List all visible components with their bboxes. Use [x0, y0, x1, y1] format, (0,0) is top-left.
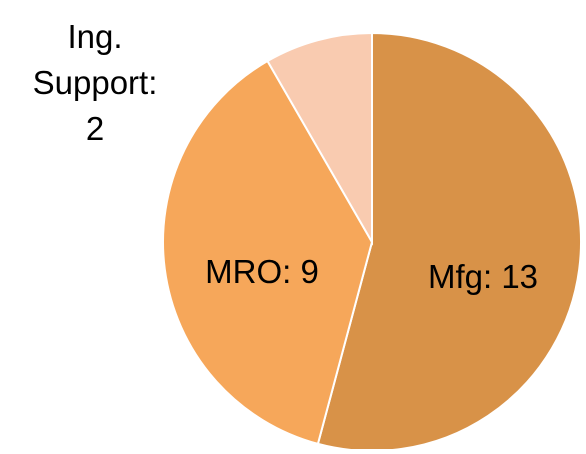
pie-slice-ing-support: [266, 31, 373, 246]
pie-slice-mro: [162, 59, 374, 446]
slice-label-ing-support-line1: Ing.: [67, 18, 122, 55]
slices-layer: [162, 31, 582, 452]
slice-label-mro: MRO: 9: [205, 253, 319, 290]
slice-label-mfg: Mfg: 13: [428, 258, 538, 295]
slice-label-ing-support-line2: Support:: [33, 64, 158, 101]
pie-slice-mfg: [316, 31, 582, 452]
labels-layer: Mfg: 13 MRO: 9 Ing. Support: 2: [33, 18, 538, 295]
slice-label-ing-support-line3: 2: [86, 110, 104, 147]
